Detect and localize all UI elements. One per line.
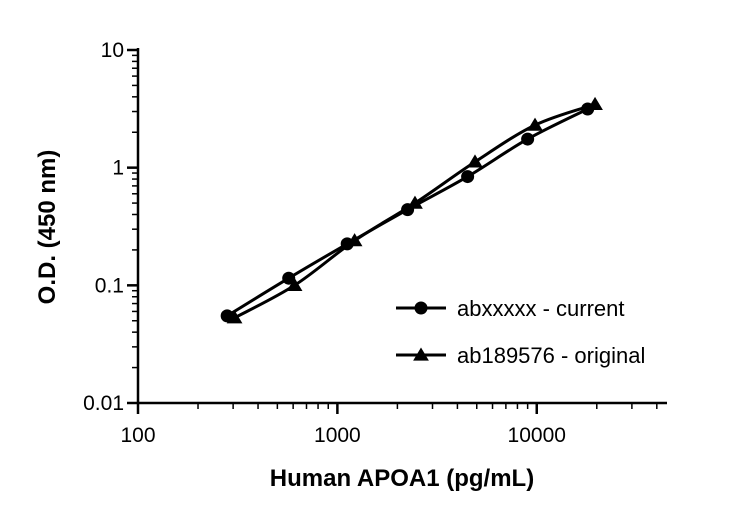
ticks: 0.01 0.1 1 10 100 1000 10000 xyxy=(83,39,658,447)
x-tick-label: 100 xyxy=(120,424,155,447)
x-tick-label: 10000 xyxy=(508,424,566,447)
legend: abxxxxx - current ab189576 - original xyxy=(396,296,645,368)
series xyxy=(220,96,603,324)
series-line-2 xyxy=(233,102,596,320)
series-2-point xyxy=(407,195,423,209)
series-1-point xyxy=(282,271,296,285)
series-2-point xyxy=(286,277,303,291)
y-tick-label: 1 xyxy=(112,157,124,180)
series-2-point xyxy=(587,96,603,111)
y-axis-title: O.D. (450 nm) xyxy=(34,150,61,305)
series-2-point xyxy=(467,154,483,168)
series-2-point xyxy=(226,310,243,324)
axes xyxy=(136,48,667,405)
y-tick-label: 0.01 xyxy=(83,392,124,415)
y-tick-label: 0.1 xyxy=(95,274,124,297)
legend-label-1: abxxxxx - current xyxy=(457,296,625,321)
legend-marker-2 xyxy=(413,347,429,361)
legend-label-2: ab189576 - original xyxy=(457,343,645,368)
x-axis-title: Human APOA1 (pg/mL) xyxy=(270,465,534,492)
x-tick-label: 1000 xyxy=(314,424,361,447)
series-2-point xyxy=(346,233,363,247)
legend-marker-1 xyxy=(414,301,428,315)
series-1-point xyxy=(461,170,475,184)
y-tick-label: 10 xyxy=(101,39,124,62)
series-1-point xyxy=(521,132,535,146)
series-2-point xyxy=(527,117,543,131)
